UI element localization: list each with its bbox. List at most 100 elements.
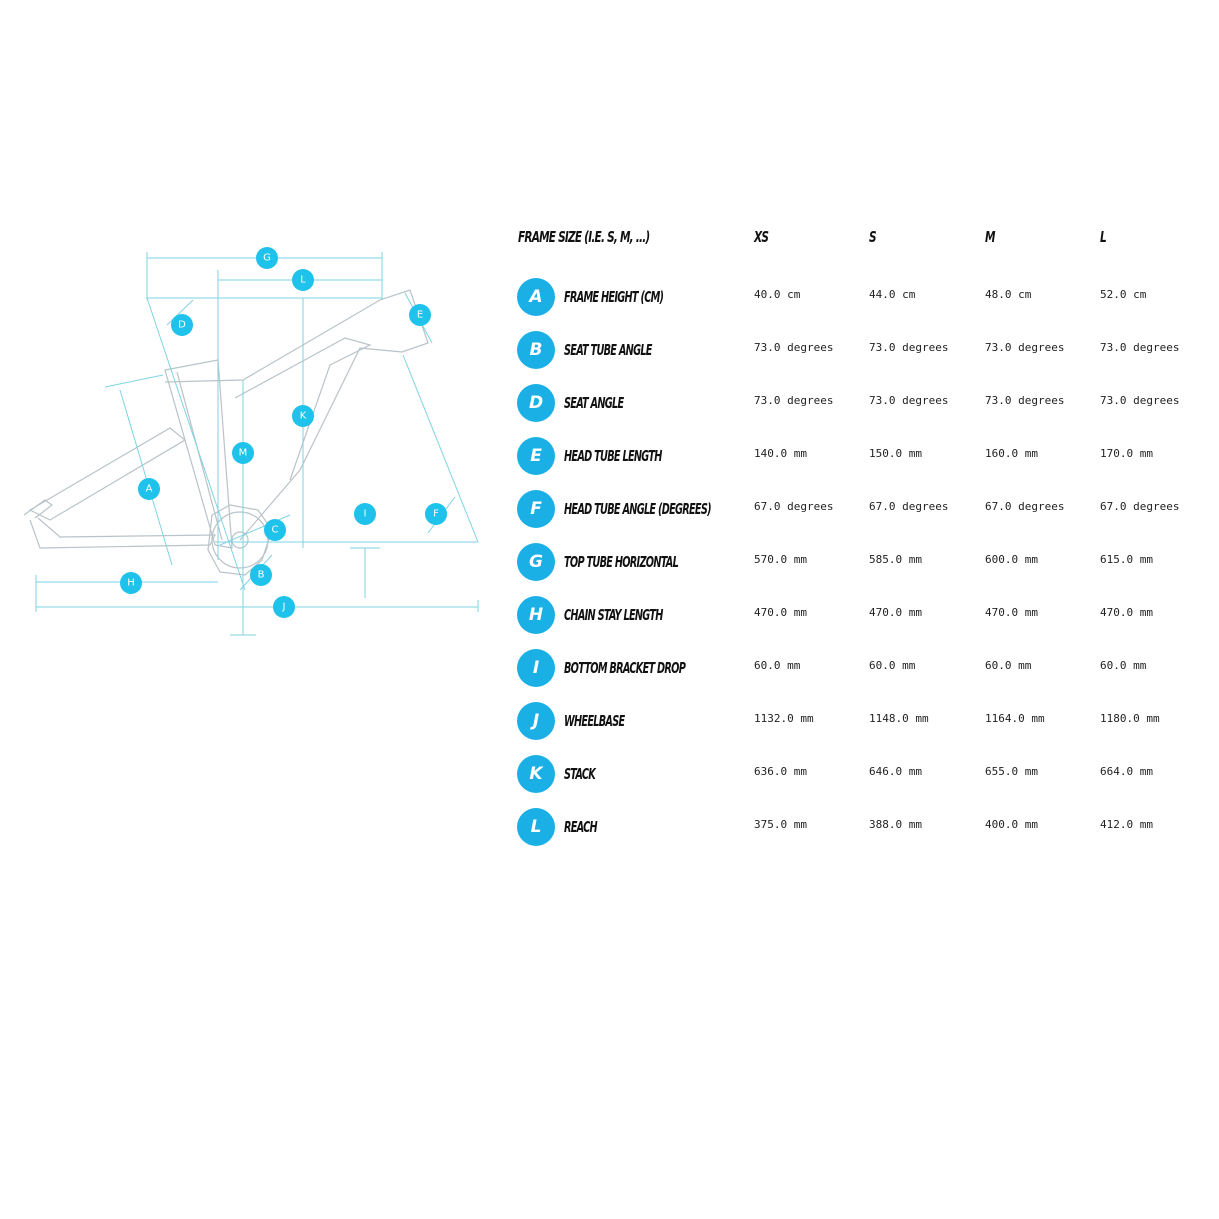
marker-M: M	[232, 442, 254, 464]
marker-D: D	[171, 314, 193, 336]
row-letter-badge: J	[517, 702, 555, 740]
table-row: E HEAD TUBE LENGTH 140.0 mm 150.0 mm 160…	[516, 437, 1206, 477]
value-xs: 470.0 mm	[754, 606, 807, 619]
svg-text:G: G	[263, 253, 271, 264]
svg-text:M: M	[239, 448, 248, 459]
value-m: 655.0 mm	[985, 765, 1038, 778]
row-label: HEAD TUBE LENGTH	[564, 447, 662, 465]
svg-text:D: D	[178, 320, 186, 331]
table-row: L REACH 375.0 mm 388.0 mm 400.0 mm 412.0…	[516, 808, 1206, 848]
row-label: HEAD TUBE ANGLE (DEGREES)	[564, 500, 712, 518]
row-letter-badge: K	[517, 755, 555, 793]
value-m: 470.0 mm	[985, 606, 1038, 619]
value-xs: 60.0 mm	[754, 659, 801, 672]
svg-text:C: C	[272, 525, 279, 536]
table-row: F HEAD TUBE ANGLE (DEGREES) 67.0 degrees…	[516, 490, 1206, 530]
svg-text:J: J	[282, 602, 286, 613]
value-l: 73.0 degrees	[1100, 341, 1180, 354]
row-letter-badge: A	[517, 278, 555, 316]
value-s: 150.0 mm	[869, 447, 922, 460]
marker-J: J	[273, 596, 295, 618]
value-m: 600.0 mm	[985, 553, 1038, 566]
row-letter-badge: I	[517, 649, 555, 687]
value-xs: 73.0 degrees	[754, 394, 834, 407]
value-xs: 73.0 degrees	[754, 341, 834, 354]
row-letter-badge: B	[517, 331, 555, 369]
marker-L: L	[292, 269, 314, 291]
row-label: REACH	[564, 818, 598, 836]
value-s: 470.0 mm	[869, 606, 922, 619]
value-xs: 375.0 mm	[754, 818, 807, 831]
value-l: 73.0 degrees	[1100, 394, 1180, 407]
frame-geometry-diagram: G L D E K M A I F C B H J	[23, 247, 479, 636]
marker-K: K	[292, 405, 314, 427]
table-row: H CHAIN STAY LENGTH 470.0 mm 470.0 mm 47…	[516, 596, 1206, 636]
row-letter-badge: E	[517, 437, 555, 475]
value-m: 48.0 cm	[985, 288, 1032, 301]
value-l: 615.0 mm	[1100, 553, 1153, 566]
table-row: B SEAT TUBE ANGLE 73.0 degrees 73.0 degr…	[516, 331, 1206, 371]
svg-text:H: H	[127, 578, 135, 589]
size-header-xs: XS	[754, 228, 769, 246]
row-label: WHEELBASE	[564, 712, 625, 730]
marker-H: H	[120, 572, 142, 594]
value-l: 470.0 mm	[1100, 606, 1153, 619]
value-l: 67.0 degrees	[1100, 500, 1180, 513]
value-m: 73.0 degrees	[985, 394, 1065, 407]
row-letter-badge: F	[517, 490, 555, 528]
marker-A: A	[138, 478, 160, 500]
table-row: A FRAME HEIGHT (CM) 40.0 cm 44.0 cm 48.0…	[516, 278, 1206, 318]
value-s: 73.0 degrees	[869, 341, 949, 354]
row-letter-badge: D	[517, 384, 555, 422]
value-l: 170.0 mm	[1100, 447, 1153, 460]
geometry-table: FRAME SIZE (I.E. S, M, ...) XS S M L A F…	[516, 228, 1206, 846]
value-m: 160.0 mm	[985, 447, 1038, 460]
size-header-s: S	[869, 228, 877, 246]
value-m: 1164.0 mm	[985, 712, 1045, 725]
size-header-m: M	[985, 228, 996, 246]
value-l: 52.0 cm	[1100, 288, 1147, 301]
bike-frame-outline	[23, 289, 429, 576]
marker-G: G	[256, 247, 278, 269]
svg-text:I: I	[364, 509, 367, 520]
row-label: STACK	[564, 765, 596, 783]
value-m: 60.0 mm	[985, 659, 1032, 672]
row-label: FRAME HEIGHT (CM)	[564, 288, 664, 306]
row-label: CHAIN STAY LENGTH	[564, 606, 663, 624]
frame-size-header: FRAME SIZE (I.E. S, M, ...)	[518, 228, 650, 246]
row-letter-badge: H	[517, 596, 555, 634]
table-row: I BOTTOM BRACKET DROP 60.0 mm 60.0 mm 60…	[516, 649, 1206, 689]
row-letter-badge: L	[517, 808, 555, 846]
value-l: 412.0 mm	[1100, 818, 1153, 831]
value-m: 400.0 mm	[985, 818, 1038, 831]
value-xs: 140.0 mm	[754, 447, 807, 460]
size-header-l: L	[1100, 228, 1107, 246]
svg-text:F: F	[433, 509, 439, 520]
marker-E: E	[409, 304, 431, 326]
value-xs: 636.0 mm	[754, 765, 807, 778]
value-s: 585.0 mm	[869, 553, 922, 566]
table-row: K STACK 636.0 mm 646.0 mm 655.0 mm 664.0…	[516, 755, 1206, 795]
row-label: SEAT TUBE ANGLE	[564, 341, 652, 359]
row-label: SEAT ANGLE	[564, 394, 624, 412]
value-xs: 570.0 mm	[754, 553, 807, 566]
svg-text:B: B	[258, 570, 265, 581]
marker-B: B	[250, 564, 272, 586]
row-letter-badge: G	[517, 543, 555, 581]
value-s: 388.0 mm	[869, 818, 922, 831]
table-row: D SEAT ANGLE 73.0 degrees 73.0 degrees 7…	[516, 384, 1206, 424]
svg-text:E: E	[417, 310, 423, 321]
value-m: 67.0 degrees	[985, 500, 1065, 513]
value-s: 67.0 degrees	[869, 500, 949, 513]
value-s: 73.0 degrees	[869, 394, 949, 407]
value-s: 60.0 mm	[869, 659, 916, 672]
value-l: 1180.0 mm	[1100, 712, 1160, 725]
svg-text:K: K	[300, 411, 307, 422]
value-s: 646.0 mm	[869, 765, 922, 778]
value-l: 60.0 mm	[1100, 659, 1147, 672]
svg-text:A: A	[146, 484, 153, 495]
table-row: J WHEELBASE 1132.0 mm 1148.0 mm 1164.0 m…	[516, 702, 1206, 742]
value-m: 73.0 degrees	[985, 341, 1065, 354]
marker-F: F	[425, 503, 447, 525]
value-xs: 67.0 degrees	[754, 500, 834, 513]
